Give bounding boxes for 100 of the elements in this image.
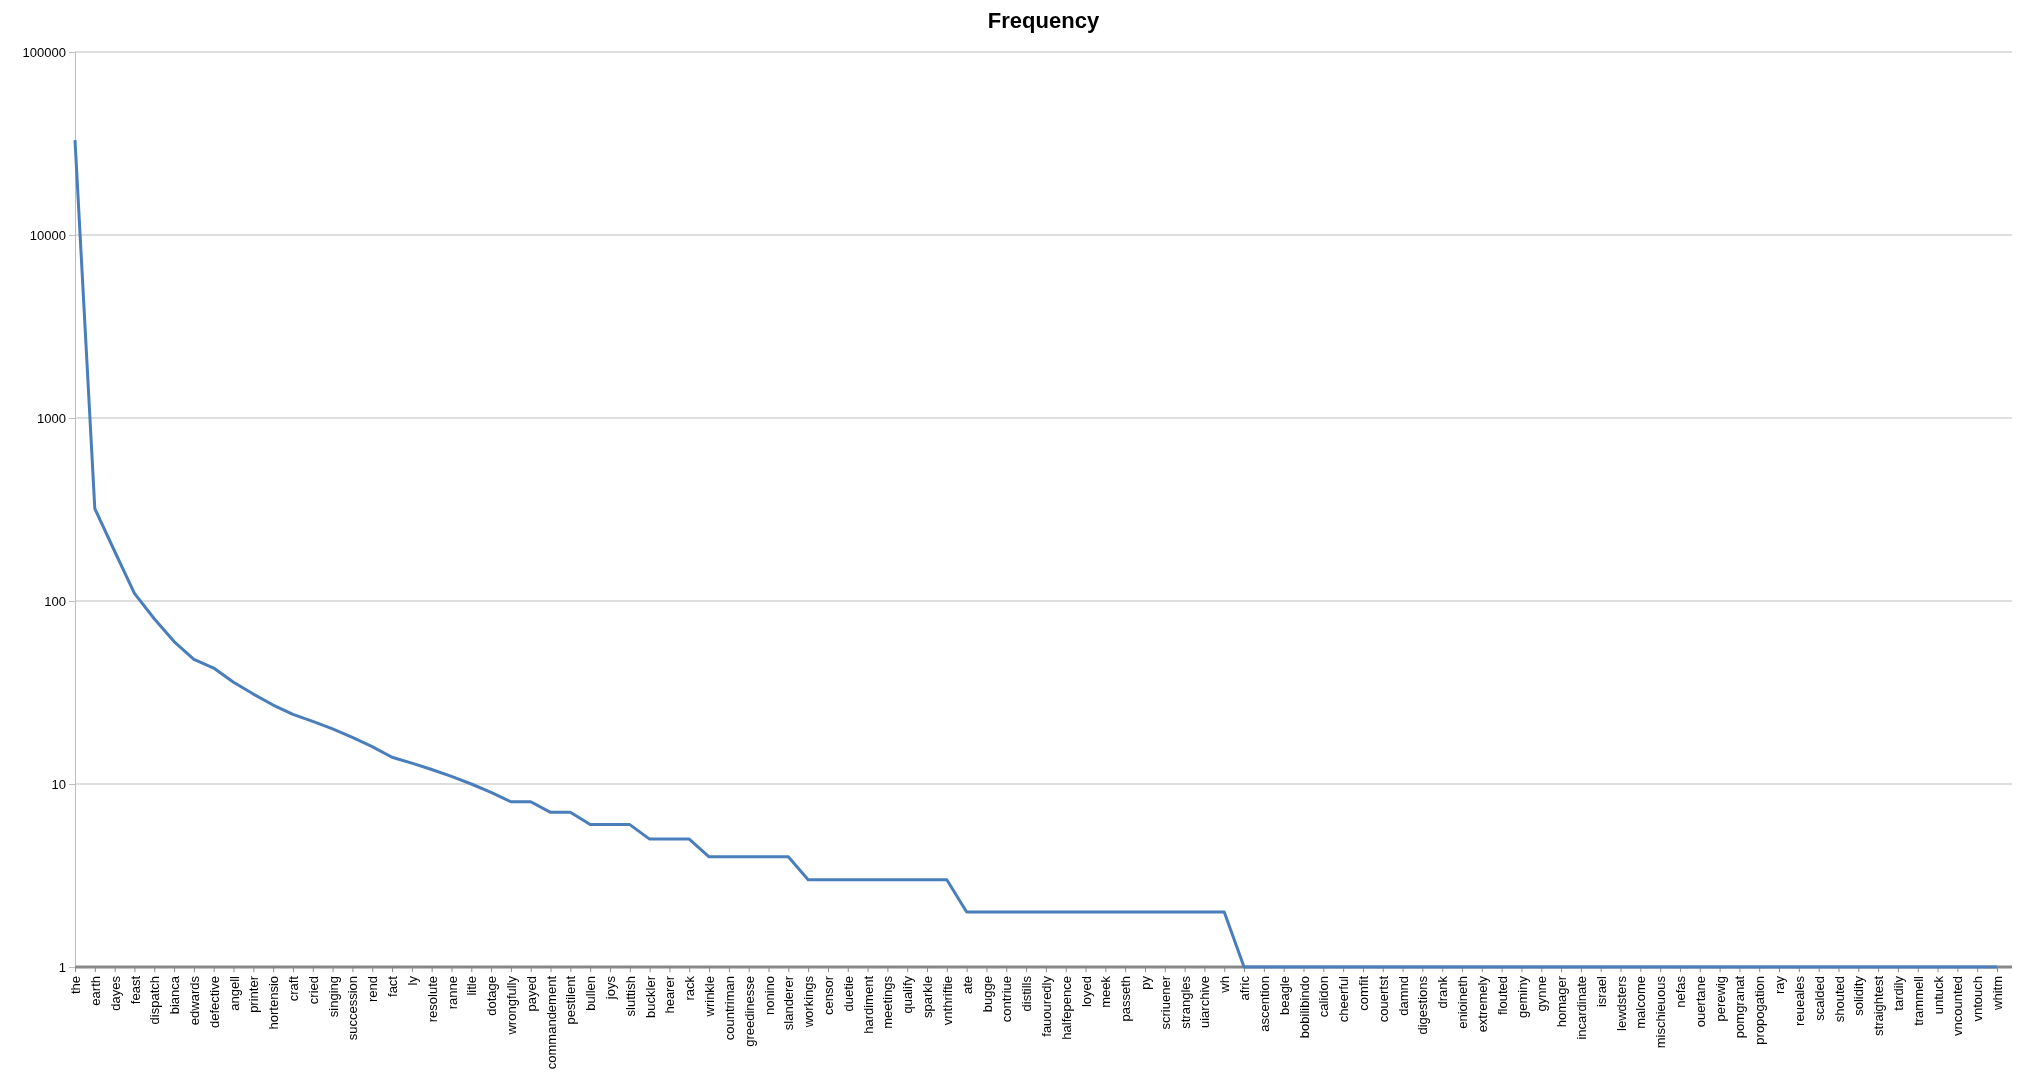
x-tick-label: bugge xyxy=(979,976,995,1013)
x-tick-label: printer xyxy=(246,975,262,1013)
x-tick-label: payed xyxy=(523,976,539,1012)
x-tick-label: bianca xyxy=(167,975,183,1015)
x-tick-label: singing xyxy=(325,976,341,1018)
x-tick-label: litle xyxy=(464,976,480,996)
x-tick-label: fauouredly xyxy=(1038,975,1054,1037)
y-tick-label: 100000 xyxy=(22,44,66,60)
x-tick-label: dotage xyxy=(484,976,500,1016)
x-tick-label: malcome xyxy=(1633,976,1649,1029)
x-tick-label: rack xyxy=(682,975,698,1001)
x-tick-label: pomgranat xyxy=(1732,975,1748,1039)
x-tick-label: angell xyxy=(226,975,242,1011)
x-tick-label: propogation xyxy=(1752,976,1768,1045)
x-tick-label: halfepence xyxy=(1058,976,1074,1040)
x-tick-label: ascention xyxy=(1256,976,1272,1032)
x-tick-label: scriuener xyxy=(1157,975,1173,1030)
x-tick-label: trammell xyxy=(1910,975,1926,1026)
x-tick-label: damnd xyxy=(1395,976,1411,1016)
y-tick-label: 1 xyxy=(58,959,66,975)
x-tick-label: untuck xyxy=(1930,975,1946,1015)
x-tick-label: cheerful xyxy=(1336,975,1352,1023)
x-tick-label: the xyxy=(68,976,84,995)
x-tick-label: solidity xyxy=(1851,975,1867,1016)
x-tick-label: cried xyxy=(305,976,321,1005)
x-tick-label: drank xyxy=(1435,975,1451,1009)
x-tick-label: bullen xyxy=(583,976,599,1011)
x-tick-label: incardinate xyxy=(1573,976,1589,1040)
x-tick-label: strangles xyxy=(1177,975,1193,1029)
x-tick-label: ray xyxy=(1772,975,1788,995)
x-tick-label: fact xyxy=(385,975,401,997)
x-tick-label: couertst xyxy=(1375,975,1391,1023)
x-tick-label: resolute xyxy=(424,976,440,1023)
x-tick-label: greedinesse xyxy=(741,976,757,1047)
x-tick-label: slanderer xyxy=(781,975,797,1031)
x-tick-label: dispatch xyxy=(147,976,163,1025)
x-tick-label: uiarchive xyxy=(1197,976,1213,1029)
x-tick-label: distills xyxy=(1019,975,1035,1012)
x-tick-label: feast xyxy=(127,975,143,1005)
x-tick-label: succession xyxy=(345,976,361,1041)
x-tick-label: shouted xyxy=(1831,976,1847,1023)
x-tick-label: digestions xyxy=(1415,975,1431,1035)
x-tick-label: scalded xyxy=(1811,976,1827,1021)
x-tick-label: vntouch xyxy=(1970,976,1986,1022)
x-tick-label: qualify xyxy=(900,975,916,1014)
x-tick-label: tardily xyxy=(1890,975,1906,1011)
x-tick-label: earth xyxy=(87,976,103,1006)
x-tick-label: defective xyxy=(206,976,222,1029)
x-tick-label: joys xyxy=(603,975,619,1001)
chart-title: Frequency xyxy=(987,8,1100,33)
x-tick-label: buckler xyxy=(642,975,658,1018)
x-tick-label: hardiment xyxy=(860,975,876,1034)
x-tick-label: sparkle xyxy=(920,976,936,1018)
line-series xyxy=(73,138,1999,969)
x-tick-label: py xyxy=(1138,975,1154,990)
x-tick-label: nefas xyxy=(1673,975,1689,1008)
x-tick-label: ranne xyxy=(444,976,460,1010)
x-tick-label: duetie xyxy=(840,976,856,1012)
x-tick-label: pestilent xyxy=(563,975,579,1025)
x-tick-label: rend xyxy=(365,976,381,1003)
x-tick-label: ly xyxy=(404,975,420,986)
x-tick-label: gynne xyxy=(1534,976,1550,1012)
x-tick-label: censor xyxy=(821,975,836,1016)
x-tick-label: dayes xyxy=(107,975,123,1011)
y-tick-label: 1000 xyxy=(37,410,66,426)
x-tick-label: ate xyxy=(959,976,975,995)
y-tick-label: 10 xyxy=(51,776,66,792)
x-tick-label: wh xyxy=(1217,976,1233,994)
x-tick-label: vncounted xyxy=(1950,976,1966,1036)
x-tick-label: straightest xyxy=(1871,975,1887,1036)
x-tick-label: nonino xyxy=(761,976,777,1016)
x-tick-label: vnthriftie xyxy=(939,976,955,1026)
x-tick-label: wrongfully xyxy=(503,975,519,1036)
x-tick-label: wrinkle xyxy=(702,976,718,1018)
x-tick-label: meek xyxy=(1098,975,1114,1008)
x-tick-label: meetings xyxy=(880,975,896,1029)
x-tick-label: hearer xyxy=(662,975,678,1014)
x-tick-label: extremely xyxy=(1474,975,1490,1033)
x-tick-label: enioineth xyxy=(1455,976,1471,1029)
x-tick-label: homager xyxy=(1554,975,1570,1028)
x-tick-label: comfit xyxy=(1355,975,1371,1011)
x-tick-label: ouertane xyxy=(1692,976,1708,1028)
x-tick-label: workings xyxy=(801,975,817,1029)
x-tick-label: geminy xyxy=(1514,975,1530,1018)
x-tick-label: hortensio xyxy=(266,976,282,1030)
x-tick-label: calidon xyxy=(1316,976,1332,1018)
x-tick-label: bobilibindo xyxy=(1296,976,1312,1039)
x-tick-label: countriman xyxy=(721,976,737,1041)
x-tick-label: afric xyxy=(1237,975,1253,1001)
x-tick-label: whitm xyxy=(1990,976,2006,1011)
x-tick-label: commandement xyxy=(543,975,559,1070)
y-tick-label: 100 xyxy=(44,593,66,609)
y-tick-label: 10000 xyxy=(29,227,66,243)
x-tick-label: contriue xyxy=(999,976,1015,1023)
x-tick-label: passeth xyxy=(1118,976,1134,1022)
x-tick-label: mischieuous xyxy=(1653,975,1669,1049)
x-tick-label: perewig xyxy=(1712,976,1728,1022)
x-tick-label: reueales xyxy=(1791,975,1807,1026)
x-tick-label: edwards xyxy=(186,975,202,1026)
x-tick-label: israel xyxy=(1593,975,1609,1008)
